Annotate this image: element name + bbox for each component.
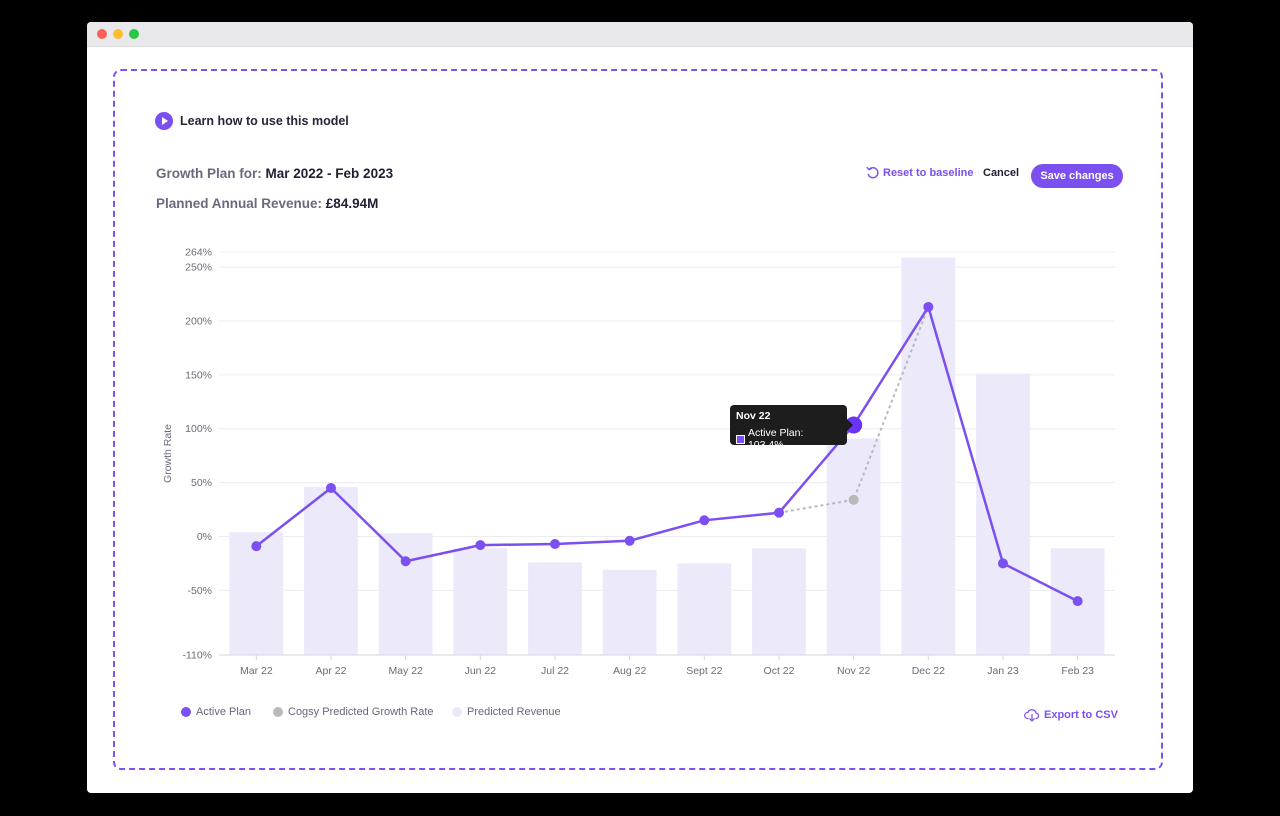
- predicted-growth-point: [848, 494, 859, 505]
- bar: [378, 533, 433, 655]
- bar: [453, 548, 508, 655]
- active-plan-point: [251, 541, 262, 552]
- download-icon: [1024, 709, 1040, 722]
- growth-chart: 264% 250% 200% 150% 100% 50% 0% -50% -110% Growth…: [162, 247, 1115, 677]
- title-bar: [87, 22, 1193, 47]
- growth-plan-label: Growth Plan for:: [156, 166, 262, 181]
- x-tick-label: Apr 22: [316, 665, 347, 677]
- chart-tooltip: Nov 22 Active Plan: 103.4%: [730, 405, 853, 451]
- planned-revenue: Planned Annual Revenue: £84.94M: [156, 196, 378, 211]
- active-plan-point: [923, 301, 934, 312]
- legend-label-active-plan: Active Plan: [196, 706, 252, 718]
- planned-revenue-value: £84.94M: [325, 196, 379, 211]
- bar: [826, 438, 881, 655]
- legend-swatch-active-plan: [181, 707, 191, 717]
- active-plan-point: [400, 556, 411, 567]
- x-tick-label: Aug 22: [613, 665, 646, 677]
- bar: [229, 532, 284, 655]
- tooltip-value: Active Plan: 103.4%: [747, 427, 804, 451]
- legend-item-predicted-growth[interactable]: Cogsy Predicted Growth Rate: [273, 706, 434, 718]
- bar: [752, 548, 806, 655]
- x-tick-label: May 22: [388, 665, 423, 677]
- active-plan-point: [326, 482, 336, 493]
- y-tick-label: 0%: [197, 531, 212, 543]
- active-plan-point: [475, 540, 486, 551]
- x-tick-label: Jan 23: [987, 665, 1019, 677]
- tooltip-arrow: [847, 419, 853, 431]
- x-tick-label: Feb 23: [1061, 665, 1094, 677]
- legend-label-predicted-revenue: Predicted Revenue: [467, 706, 561, 718]
- bar: [528, 562, 582, 655]
- minimize-window-button[interactable]: [113, 29, 123, 39]
- learn-how-label: Learn how to use this model: [180, 114, 349, 128]
- save-changes-button[interactable]: Save changes: [1031, 164, 1123, 188]
- x-tick-label: Jul 22: [541, 665, 569, 677]
- active-plan-point: [1072, 596, 1083, 607]
- x-tick-label: Mar 22: [240, 665, 273, 677]
- predicted-growth-line: [778, 306, 930, 514]
- x-tick-label: Oct 22: [764, 665, 795, 677]
- growth-plan-value: Mar 2022 - Feb 2023: [265, 166, 394, 181]
- bar: [677, 563, 732, 655]
- legend-item-active-plan[interactable]: Active Plan: [181, 706, 251, 718]
- x-tick-label: Nov 22: [837, 665, 870, 677]
- y-tick-label: 100%: [185, 423, 212, 435]
- active-plan-point: [774, 507, 784, 518]
- x-tick-label: Jun 22: [465, 665, 497, 677]
- legend-item-predicted-revenue[interactable]: Predicted Revenue: [452, 706, 561, 718]
- active-plan-point: [998, 558, 1008, 569]
- x-tick-label: Dec 22: [912, 665, 945, 677]
- y-tick-label: 50%: [191, 477, 212, 489]
- tooltip-swatch: [736, 434, 745, 444]
- tooltip-title: Nov 22: [736, 410, 771, 422]
- active-plan-point: [624, 535, 635, 546]
- reset-baseline-button[interactable]: Reset to baseline: [866, 166, 973, 180]
- bar: [976, 373, 1030, 655]
- growth-plan-period: Growth Plan for: Mar 2022 - Feb 2023: [156, 166, 393, 181]
- planned-revenue-label: Planned Annual Revenue:: [156, 196, 323, 211]
- legend-label-predicted-growth: Cogsy Predicted Growth Rate: [288, 706, 434, 718]
- y-axis-label: Growth Rate: [162, 424, 174, 483]
- reset-baseline-label: Reset to baseline: [883, 167, 974, 179]
- export-csv-label: Export to CSV: [1044, 709, 1118, 721]
- cancel-button[interactable]: Cancel: [983, 167, 1020, 179]
- active-plan-line: [255, 305, 1079, 603]
- y-tick-label: 264%: [185, 247, 212, 259]
- y-tick-label: -50%: [187, 585, 212, 597]
- bar: [602, 569, 657, 655]
- y-tick-label: 150%: [185, 369, 212, 381]
- x-tick-label: Sept 22: [686, 665, 722, 677]
- reset-icon: [866, 166, 879, 179]
- legend-swatch-predicted-growth: [273, 707, 283, 717]
- export-csv-button[interactable]: Export to CSV: [1024, 708, 1118, 722]
- maximize-window-button[interactable]: [129, 29, 139, 39]
- learn-how-link[interactable]: Learn how to use this model: [155, 111, 349, 131]
- y-tick-label: -110%: [182, 650, 212, 662]
- close-window-button[interactable]: [97, 29, 107, 39]
- y-tick-label: 200%: [185, 315, 212, 327]
- legend-swatch-predicted-revenue: [452, 707, 462, 717]
- model-panel: [113, 69, 1163, 770]
- app-window: Learn how to use this model Growth Plan …: [87, 22, 1193, 793]
- active-plan-point: [699, 515, 710, 526]
- bar: [304, 486, 358, 655]
- active-plan-point: [550, 539, 560, 550]
- play-icon: [155, 112, 173, 130]
- bar: [901, 257, 956, 655]
- y-tick-label: 250%: [185, 262, 212, 274]
